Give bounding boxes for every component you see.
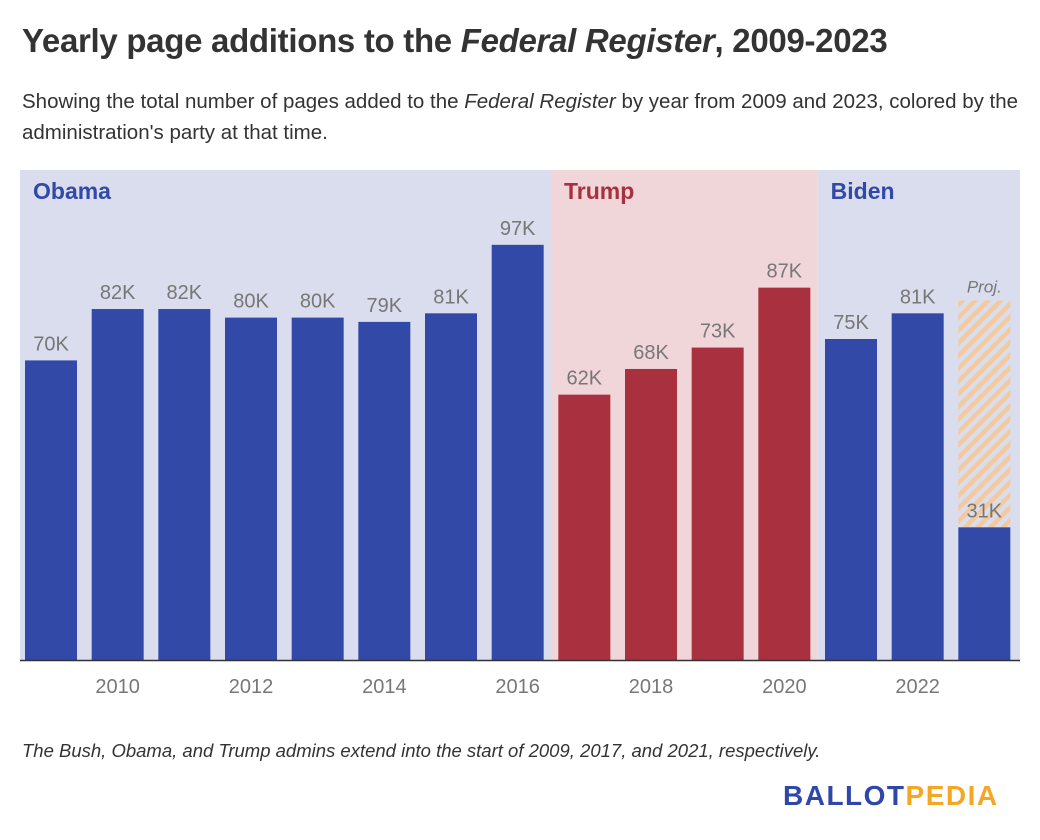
data-label-2015: 81K xyxy=(433,286,469,308)
data-label-2014: 79K xyxy=(367,295,403,317)
x-tick-label-2012: 2012 xyxy=(229,676,274,698)
data-label-2012: 80K xyxy=(233,291,269,313)
x-tick-label-2014: 2014 xyxy=(362,676,407,698)
title-suffix: , 2009-2023 xyxy=(714,22,888,59)
ballotpedia-logo: BALLOTPEDIA xyxy=(783,780,999,812)
chart-title: Yearly page additions to the Federal Reg… xyxy=(22,22,888,60)
subtitle-text: Showing the total number of pages added … xyxy=(22,90,465,113)
data-label-2023: 31K xyxy=(967,500,1003,522)
bar-2023 xyxy=(958,527,1011,660)
bar-2011 xyxy=(158,309,211,660)
footnote: The Bush, Obama, and Trump admins extend… xyxy=(22,740,821,761)
data-label-2018: 68K xyxy=(633,342,669,364)
subtitle-suffix: by year from 2009 and 2023, colored by t… xyxy=(22,90,1019,144)
title-text: Yearly page additions to the xyxy=(22,22,461,59)
bar-2009 xyxy=(25,360,77,660)
data-label-2017: 62K xyxy=(567,368,603,390)
bar-2022 xyxy=(891,313,944,660)
projection-label: Proj. xyxy=(967,277,1002,296)
bar-2017 xyxy=(558,394,611,660)
admin-label-biden: Biden xyxy=(831,178,895,204)
bar-2016 xyxy=(491,244,544,660)
bar-2014 xyxy=(358,321,411,660)
data-label-2022: 81K xyxy=(900,286,936,308)
data-label-2020: 87K xyxy=(767,261,803,283)
logo-part1: BALLOT xyxy=(783,780,906,811)
x-tick-label-2016: 2016 xyxy=(495,676,540,698)
bar-2012 xyxy=(225,317,277,660)
bar-2015 xyxy=(425,313,477,660)
chart-subtitle: Showing the total number of pages added … xyxy=(22,86,1022,148)
data-label-2019: 73K xyxy=(700,321,736,343)
logo-part2: PEDIA xyxy=(905,780,999,811)
x-tick-label-2018: 2018 xyxy=(629,676,674,698)
admin-label-obama: Obama xyxy=(33,178,111,204)
bar-2010 xyxy=(91,309,144,660)
bar-2019 xyxy=(691,347,744,660)
bar-2013 xyxy=(291,317,344,660)
data-label-2013: 80K xyxy=(300,291,336,313)
title-italic: Federal Register xyxy=(460,22,715,59)
projection-bar xyxy=(958,300,1011,528)
bar-chart: Obama Trump Biden Proj. 70K 82K 82K 80K 80K 79K 81… xyxy=(20,170,1020,698)
bar-2021 xyxy=(825,339,877,660)
x-tick-label-2022: 2022 xyxy=(895,676,940,698)
data-label-2010: 82K xyxy=(100,282,136,304)
x-tick-label-2020: 2020 xyxy=(762,676,807,698)
data-label-2016: 97K xyxy=(500,218,536,240)
subtitle-italic: Federal Register xyxy=(464,90,616,113)
data-label-2009: 70K xyxy=(33,333,69,355)
data-label-2021: 75K xyxy=(833,312,869,334)
x-tick-label-2010: 2010 xyxy=(95,676,140,698)
bar-2018 xyxy=(625,368,677,660)
bar-2020 xyxy=(758,287,811,660)
data-label-2011: 82K xyxy=(167,282,203,304)
admin-label-trump: Trump xyxy=(564,178,634,204)
